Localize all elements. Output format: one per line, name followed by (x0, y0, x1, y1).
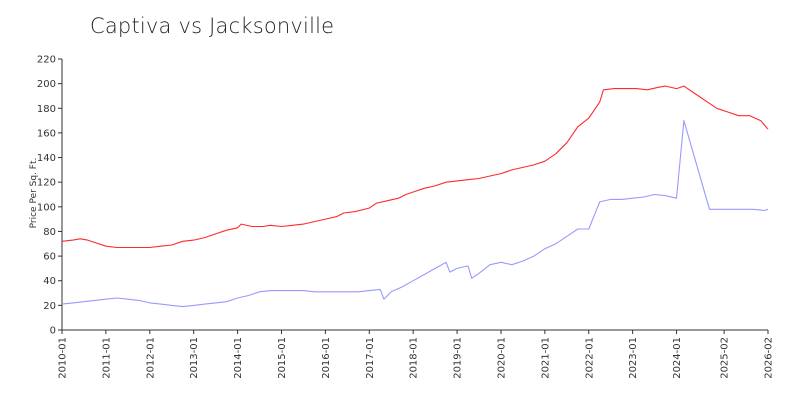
y-tick-label: 80 (43, 227, 56, 238)
series-line-2 (61, 120, 769, 308)
y-tick-label: 40 (43, 276, 56, 287)
y-tick-label: 200 (37, 79, 56, 90)
y-tick-label: 60 (43, 252, 56, 263)
x-tick-label: 2013-01 (189, 337, 200, 379)
x-tick-label: 2011-01 (101, 337, 112, 379)
x-tick-label: 2016-01 (321, 337, 332, 379)
x-tick-label: 2015-01 (277, 337, 288, 379)
x-tick-label: 2018-01 (409, 337, 420, 379)
y-tick-label: 140 (37, 153, 56, 164)
y-tick-label: 180 (37, 104, 56, 115)
chart-title: Captiva vs Jacksonville (90, 14, 335, 38)
series-line-1 (61, 85, 769, 249)
x-tick-label: 2012-01 (145, 337, 156, 379)
x-tick-label: 2023-01 (628, 337, 639, 379)
chart-series-layer (61, 85, 769, 308)
x-tick-label: 2024-01 (672, 337, 683, 379)
x-tick-label: 2020-01 (496, 337, 507, 379)
x-tick-label: 2022-01 (584, 337, 595, 379)
x-tick-label: 2026-02 (764, 337, 775, 379)
y-tick-label: 220 (37, 55, 56, 66)
y-tick-label: 20 (43, 301, 56, 312)
y-tick-label: 100 (37, 202, 56, 213)
x-tick-label: 2010-01 (58, 337, 69, 379)
x-tick-label: 2025-02 (720, 337, 731, 379)
x-tick-label: 2019-01 (453, 337, 464, 379)
y-tick-label: 0 (50, 326, 56, 337)
chart-axes: 0 20 40 60 80 100 120 140 160 180 200 220 2010-01 201… (37, 55, 775, 379)
y-tick-label: 160 (37, 128, 56, 139)
y-axis-label: Price Per Sq. Ft. (29, 158, 39, 229)
x-tick-label: 2014-01 (233, 337, 244, 379)
x-tick-label: 2017-01 (365, 337, 376, 379)
y-tick-label: 120 (37, 178, 56, 189)
x-tick-label: 2021-01 (540, 337, 551, 379)
